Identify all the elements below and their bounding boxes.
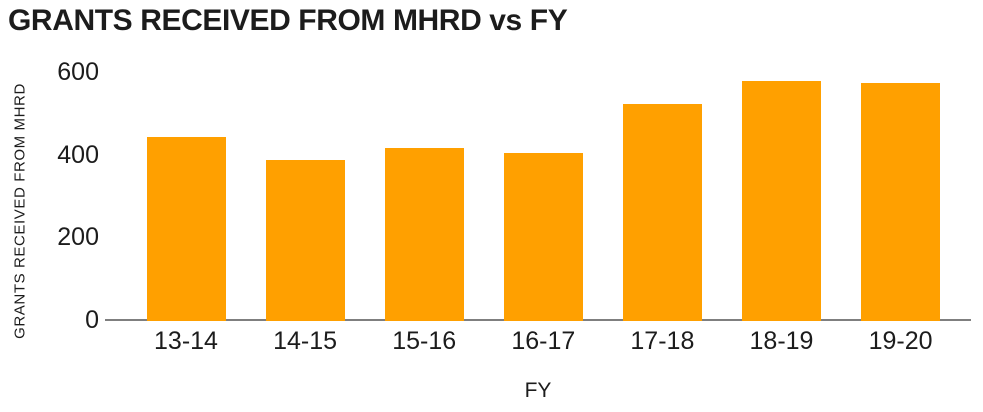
bar-19-20 xyxy=(861,83,941,321)
x-tick-label-18-19: 18-19 xyxy=(749,327,814,355)
x-tick-label-19-20: 19-20 xyxy=(868,327,933,355)
chart-title: GRANTS RECEIVED FROM MHRD vs FY xyxy=(8,4,568,37)
bar-17-18 xyxy=(622,104,702,321)
y-tick-label-200: 200 xyxy=(57,223,99,252)
bar-14-15 xyxy=(265,160,345,321)
x-axis-title: FY xyxy=(524,379,552,402)
bar-13-14 xyxy=(146,137,226,321)
y-tick-label-400: 400 xyxy=(57,140,99,169)
bar-15-16 xyxy=(384,148,464,321)
x-tick-label-16-17: 16-17 xyxy=(511,327,576,355)
bar-18-19 xyxy=(742,81,821,321)
x-tick-label-14-15: 14-15 xyxy=(273,327,338,355)
x-tick-label-13-14: 13-14 xyxy=(154,327,218,355)
y-tick-label-600: 600 xyxy=(57,58,99,86)
y-tick-label-0: 0 xyxy=(85,306,99,334)
x-tick-label-17-18: 17-18 xyxy=(630,327,695,355)
x-tick-label-15-16: 15-16 xyxy=(392,327,457,355)
bar-16-17 xyxy=(503,153,583,321)
